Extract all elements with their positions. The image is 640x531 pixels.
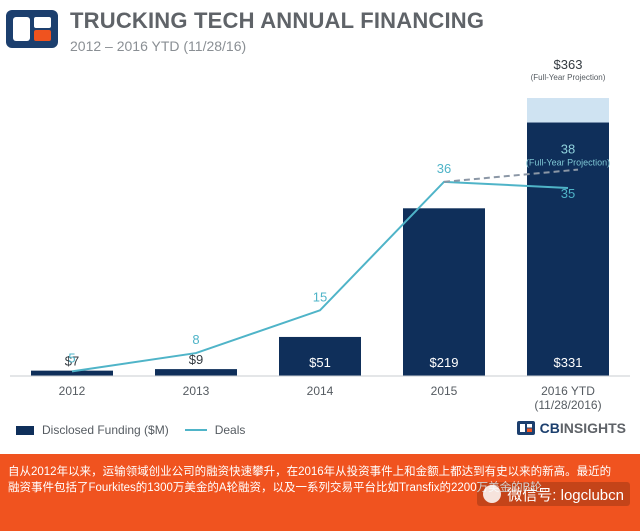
footer-caption: 自从2012年以来，运输领域创业公司的融资快速攀升，在2016年从投资事件上和金… [8,466,612,494]
funding-projection-note: (Full-Year Projection) [531,73,606,82]
footer-banner: 自从2012年以来，运输领域创业公司的融资快速攀升，在2016年从投资事件上和金… [0,454,640,531]
x-tick-label: 2012 [59,384,86,398]
brand-wordmark: CBINSIGHTS [516,419,626,437]
x-tick-sublabel: (11/28/2016) [534,398,601,412]
deals-projection-line [443,168,579,183]
funding-value-label: $219 [430,355,459,370]
x-tick-label: 2015 [431,384,458,398]
brand-logo-icon [516,421,535,435]
deals-value-label: 8 [192,332,199,347]
legend-label-deals: Deals [214,423,246,437]
funding-bar [279,336,361,376]
funding-bar [155,369,237,376]
chart-title: TRUCKING TECH ANNUAL FINANCING [70,8,485,33]
deals-projection-value: 38 [561,142,575,157]
chart-subtitle: 2012 – 2016 YTD (11/28/16) [70,38,247,54]
deals-value-label: 15 [313,289,327,304]
brand-prefix: CB [539,420,560,436]
funding-bar [527,122,609,376]
deals-value-label: 36 [437,161,451,176]
x-tick-label: 2016 YTD [541,384,595,398]
deals-projection-note: (Full-Year Projection) [526,158,610,168]
legend-label-funding: Disclosed Funding ($M) [42,423,169,437]
deals-value-label: 5 [68,350,75,365]
legend-swatch-deals [184,429,207,431]
brand-name: INSIGHTS [559,420,626,436]
funding-bar [403,208,485,376]
funding-value-label: $7 [65,354,79,369]
chart-legend: Disclosed Funding ($M) Deals [16,422,245,438]
funding-value-label: $51 [309,355,331,370]
funding-value-label: $331 [554,355,583,370]
cb-insights-logo [6,10,58,48]
deals-line [71,180,569,373]
wechat-icon [483,485,502,503]
x-tick-label: 2014 [307,384,334,398]
wechat-watermark: 微信号: logclubcn [477,482,630,506]
legend-swatch-funding [16,425,34,435]
funding-value-label: $9 [189,352,203,367]
projection-bar [527,98,609,123]
wechat-label: 微信号: logclubcn [507,486,624,504]
funding-bar [31,370,113,376]
funding-projection-value: $363 [554,57,583,72]
deals-value-label: 35 [561,186,575,201]
x-tick-label: 2013 [183,384,210,398]
